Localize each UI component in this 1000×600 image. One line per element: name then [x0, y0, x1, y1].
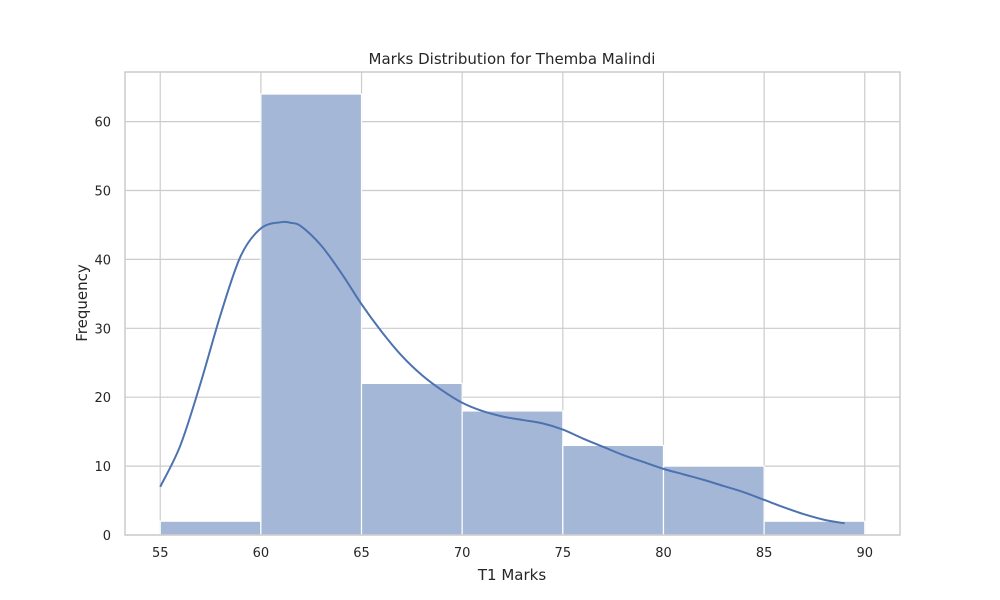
plot-frame	[124, 71, 901, 536]
x-tick-label: 55	[152, 546, 169, 561]
histogram-bar-2	[360, 382, 463, 536]
x-tick-label: 75	[555, 546, 572, 561]
y-tick-label: 20	[94, 391, 111, 406]
x-tick-label: 60	[253, 546, 270, 561]
y-tick-label: 30	[94, 322, 111, 337]
histogram-bar-1	[260, 93, 363, 536]
y-tick-label: 10	[94, 460, 111, 475]
x-tick-label: 80	[655, 546, 672, 561]
grid	[125, 72, 900, 536]
kde-line	[159, 220, 845, 525]
histogram-bars	[159, 93, 866, 536]
chart-title: Marks Distribution for Themba Malindi	[369, 50, 656, 68]
histogram-bar-5	[662, 465, 765, 536]
x-axis-label: T1 Marks	[477, 566, 546, 584]
histogram-bar-6	[763, 520, 866, 536]
y-tick-label: 40	[94, 253, 111, 268]
y-tick-label: 0	[103, 529, 111, 544]
x-tick-label: 70	[454, 546, 471, 561]
histogram-bar-0	[159, 520, 262, 536]
x-axis-ticks: 55 60 65 70 75 80 85 90	[152, 546, 873, 561]
y-tick-label: 60	[94, 116, 111, 131]
y-axis-label: Frequency	[73, 264, 91, 342]
x-tick-label: 65	[353, 546, 370, 561]
x-tick-label: 90	[856, 546, 873, 561]
histogram-bar-3	[461, 410, 564, 536]
x-tick-label: 85	[756, 546, 773, 561]
y-axis-ticks: 0 10 20 30 40 50 60	[94, 116, 111, 544]
histogram-bar-4	[562, 444, 665, 536]
y-tick-label: 50	[94, 185, 111, 200]
